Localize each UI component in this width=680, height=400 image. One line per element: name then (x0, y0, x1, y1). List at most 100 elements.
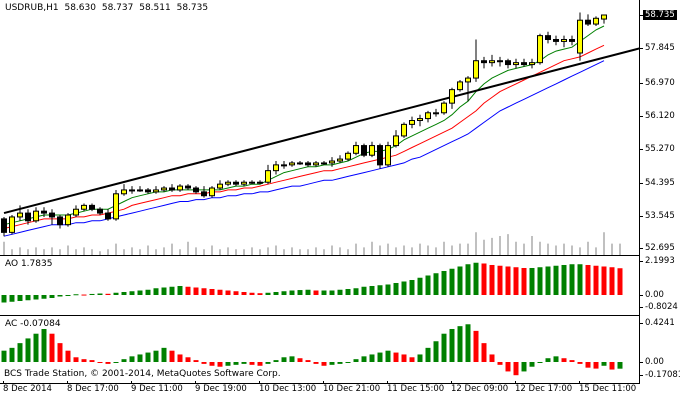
time-tick: 12 Dec 09:00 (451, 381, 509, 394)
candle-body (225, 181, 231, 185)
candle-body (521, 62, 527, 66)
histogram-bar (225, 362, 231, 366)
chart-info-label: USDRUB,H1 58.630 58.737 58.511 58.735 (5, 3, 211, 13)
histogram-bar (49, 333, 55, 362)
histogram-bar (465, 324, 471, 362)
histogram-bar (177, 285, 183, 295)
histogram-bar (57, 295, 63, 297)
candle-body (553, 38, 559, 42)
ao-plot-area[interactable]: AO 1.7835 (0, 256, 640, 316)
candle-body (209, 187, 215, 197)
histogram-bar (249, 362, 255, 365)
histogram-bar (553, 265, 559, 295)
histogram-bar (521, 362, 527, 372)
histogram-bar (257, 293, 263, 295)
histogram-bar (601, 362, 607, 366)
histogram-bar (529, 362, 535, 367)
histogram-bar (249, 292, 255, 295)
candle-body (121, 189, 127, 195)
histogram-bar (569, 264, 575, 295)
candle-body (417, 118, 423, 122)
time-tick: 8 Dec 2014 (3, 381, 52, 394)
histogram-bar (241, 362, 247, 364)
candle-body (505, 60, 511, 66)
candle-body (73, 208, 79, 216)
candle-body (377, 145, 383, 166)
histogram-bar (577, 264, 583, 295)
histogram-bar (33, 295, 39, 300)
histogram-bar (401, 281, 407, 295)
ao-axis[interactable]: 2.1993 0.00 -0.8024 (640, 256, 678, 312)
ohlc-low: 58.511 (139, 3, 171, 13)
histogram-bar (585, 362, 591, 368)
histogram-bar (41, 295, 47, 299)
time-tick: 15 Dec 11:00 (579, 381, 637, 394)
histogram-bar (185, 286, 191, 295)
histogram-bar (113, 292, 119, 295)
histogram-bar (217, 362, 223, 367)
candle-body (81, 204, 87, 210)
candle-body (233, 181, 239, 185)
time-tick: 12 Dec 17:00 (515, 381, 573, 394)
histogram-bar (289, 290, 295, 295)
histogram-bar (545, 358, 551, 362)
histogram-bar (401, 354, 407, 362)
histogram-bar (561, 358, 567, 362)
histogram-bar (169, 350, 175, 362)
candle-body (385, 145, 391, 166)
ac-label: AC -0.07084 (5, 319, 61, 329)
time-tick: 11 Dec 15:00 (387, 381, 445, 394)
ma-slow-line (3, 60, 605, 237)
histogram-bar (273, 360, 279, 362)
histogram-bar (361, 356, 367, 362)
histogram-bar (9, 347, 15, 362)
histogram-bar (225, 290, 231, 295)
histogram-bar (81, 294, 87, 296)
histogram-bar (185, 357, 191, 362)
histogram-bar (105, 362, 111, 364)
histogram-bar (561, 264, 567, 295)
candle-body (449, 89, 455, 104)
histogram-bar (529, 267, 535, 295)
candle-body (409, 120, 415, 125)
candle-body (9, 216, 15, 233)
ac-plot-area[interactable]: AC -0.07084 (0, 316, 640, 384)
candle-body (25, 212, 31, 222)
candle-body (65, 214, 71, 226)
histogram-bar (609, 267, 615, 295)
histogram-bar (545, 266, 551, 295)
histogram-bar (489, 354, 495, 362)
candle-body (137, 189, 143, 192)
candle-body (361, 145, 367, 156)
histogram-bar (369, 285, 375, 295)
histogram-bar (169, 286, 175, 295)
histogram-bar (89, 293, 95, 295)
candle-body (289, 162, 295, 166)
histogram-bar (313, 290, 319, 295)
ac-axis[interactable]: 0.4241 0.00 -0.17081 (640, 318, 680, 380)
histogram-bar (377, 285, 383, 295)
candle-body (537, 35, 543, 64)
histogram-bar (385, 284, 391, 295)
histogram-bar (609, 362, 615, 370)
candle-body (433, 112, 439, 115)
candle-body (1, 218, 7, 233)
candle-body (41, 210, 47, 214)
histogram-bar (73, 294, 79, 296)
price-axis[interactable]: 58.735 57.845 56.970 56.120 55.270 54.39… (640, 10, 677, 253)
histogram-bar (537, 362, 543, 363)
candle-body (305, 162, 311, 166)
candle-body (33, 210, 39, 222)
histogram-bar (129, 356, 135, 362)
ohlc-open: 58.630 (64, 3, 96, 13)
histogram-bar (345, 362, 351, 363)
candle-body (577, 19, 583, 54)
ac-pane: AC -0.07084 0.4241 0.00 -0.17081 (0, 316, 680, 384)
candle-body (297, 162, 303, 165)
histogram-bar (201, 362, 207, 364)
histogram-bar (433, 341, 439, 362)
time-axis[interactable]: 8 Dec 2014 8 Dec 17:00 9 Dec 11:00 9 Dec… (0, 381, 640, 400)
histogram-bar (25, 295, 31, 301)
price-plot-area[interactable]: USDRUB,H1 58.630 58.737 58.511 58.735 (0, 0, 640, 256)
candle-body (145, 189, 151, 193)
